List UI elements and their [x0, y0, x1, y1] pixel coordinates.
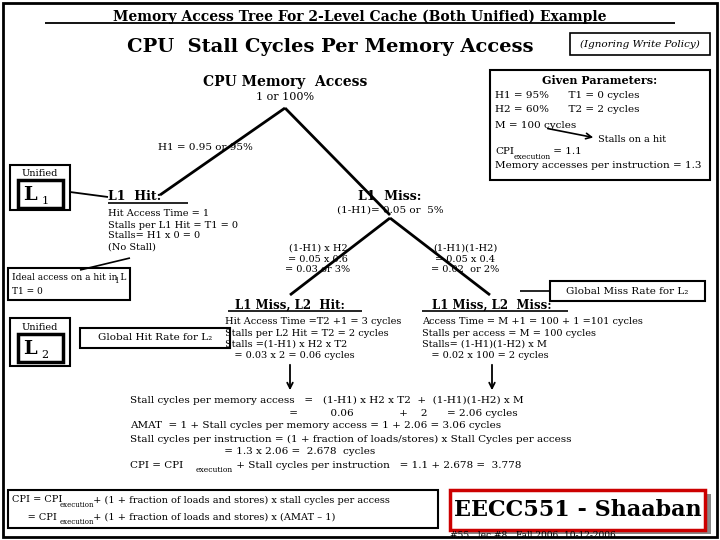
- Text: Access Time = M +1 = 100 + 1 =101 cycles: Access Time = M +1 = 100 + 1 =101 cycles: [422, 318, 643, 327]
- Bar: [570, 33, 710, 55]
- Text: (1-H1) x H2: (1-H1) x H2: [289, 244, 347, 253]
- Text: 1 or 100%: 1 or 100%: [256, 92, 314, 102]
- Text: T1 = 0: T1 = 0: [12, 287, 42, 295]
- Text: L: L: [23, 340, 37, 358]
- Bar: [550, 281, 705, 301]
- Text: (1-H1)(1-H2): (1-H1)(1-H2): [433, 244, 497, 253]
- Text: Unified: Unified: [22, 322, 58, 332]
- Bar: [456, 494, 711, 534]
- Bar: [18, 334, 63, 362]
- Text: Stalls= H1 x 0 = 0: Stalls= H1 x 0 = 0: [108, 232, 200, 240]
- Text: Hit Access Time =T2 +1 = 3 cycles: Hit Access Time =T2 +1 = 3 cycles: [225, 318, 401, 327]
- Bar: [450, 490, 705, 530]
- Text: Hit Access Time = 1: Hit Access Time = 1: [108, 210, 209, 219]
- Text: + Stall cycles per instruction   = 1.1 + 2.678 =  3.778: + Stall cycles per instruction = 1.1 + 2…: [233, 461, 521, 469]
- Bar: [18, 180, 63, 208]
- Text: AMAT  = 1 + Stall cycles per memory access = 1 + 2.06 = 3.06 cycles: AMAT = 1 + Stall cycles per memory acces…: [130, 422, 501, 430]
- Text: execution: execution: [60, 501, 94, 509]
- Text: Stalls per L1 Hit = T1 = 0: Stalls per L1 Hit = T1 = 0: [108, 220, 238, 230]
- Text: H1 = 95%      T1 = 0 cycles: H1 = 95% T1 = 0 cycles: [495, 91, 639, 100]
- Text: L1 Miss, L2  Hit:: L1 Miss, L2 Hit:: [235, 299, 345, 312]
- Text: = 0.05 x 0.4: = 0.05 x 0.4: [435, 254, 495, 264]
- Text: =          0.06              +    2      = 2.06 cycles: = 0.06 + 2 = 2.06 cycles: [130, 408, 518, 417]
- Text: execution: execution: [514, 153, 552, 161]
- Text: H2 = 60%      T2 = 2 cycles: H2 = 60% T2 = 2 cycles: [495, 105, 639, 113]
- Text: CPI = CPI: CPI = CPI: [12, 496, 63, 504]
- Text: Memory Access Tree For 2-Level Cache (Both Unified) Example: Memory Access Tree For 2-Level Cache (Bo…: [113, 10, 607, 24]
- Bar: [490, 70, 710, 180]
- Text: Stalls= (1-H1)(1-H2) x M: Stalls= (1-H1)(1-H2) x M: [422, 340, 547, 348]
- Text: = 0.03 x 2 = 0.06 cycles: = 0.03 x 2 = 0.06 cycles: [225, 350, 355, 360]
- Text: L1 Miss, L2  Miss:: L1 Miss, L2 Miss:: [432, 299, 552, 312]
- Text: Memory accesses per instruction = 1.3: Memory accesses per instruction = 1.3: [495, 161, 701, 171]
- Text: CPU  Stall Cycles Per Memory Access: CPU Stall Cycles Per Memory Access: [127, 38, 534, 56]
- Text: L: L: [23, 186, 37, 204]
- Text: 2: 2: [42, 350, 48, 360]
- Bar: [10, 318, 70, 366]
- Text: CPU Memory  Access: CPU Memory Access: [203, 75, 367, 89]
- Text: = CPI: = CPI: [12, 512, 57, 522]
- Text: = 0.02 x 100 = 2 cycles: = 0.02 x 100 = 2 cycles: [422, 350, 549, 360]
- Text: Stalls per access = M = 100 cycles: Stalls per access = M = 100 cycles: [422, 328, 596, 338]
- Text: = 1.1: = 1.1: [550, 147, 582, 157]
- Text: Global Hit Rate for L₂: Global Hit Rate for L₂: [98, 334, 212, 342]
- Text: = 1.3 x 2.06 =  2.678  cycles: = 1.3 x 2.06 = 2.678 cycles: [130, 448, 375, 456]
- Text: Stall cycles per instruction = (1 + fraction of loads/stores) x Stall Cycles per: Stall cycles per instruction = (1 + frac…: [130, 435, 572, 443]
- Bar: [8, 268, 130, 300]
- Text: 1: 1: [114, 277, 119, 285]
- Bar: [8, 490, 438, 528]
- Text: (Ignoring Write Policy): (Ignoring Write Policy): [580, 39, 700, 49]
- Text: H1 = 0.95 or 95%: H1 = 0.95 or 95%: [158, 144, 253, 152]
- Bar: [80, 328, 230, 348]
- Text: 1: 1: [42, 196, 48, 206]
- Text: (No Stall): (No Stall): [108, 242, 156, 252]
- Text: (1-H1)= 0.05 or  5%: (1-H1)= 0.05 or 5%: [337, 206, 444, 214]
- Text: CPI: CPI: [495, 147, 514, 157]
- Text: execution: execution: [196, 466, 233, 474]
- Text: = 0.05 x 0.6: = 0.05 x 0.6: [288, 254, 348, 264]
- Text: Stalls =(1-H1) x H2 x T2: Stalls =(1-H1) x H2 x T2: [225, 340, 347, 348]
- Bar: [10, 165, 70, 210]
- Text: Given Parameters:: Given Parameters:: [542, 75, 657, 85]
- Text: #55   lec #8   Fall 2006  10-12-2006: #55 lec #8 Fall 2006 10-12-2006: [450, 530, 616, 539]
- Text: L1  Hit:: L1 Hit:: [108, 191, 161, 204]
- Text: Stall cycles per memory access   =   (1-H1) x H2 x T2  +  (1-H1)(1-H2) x M: Stall cycles per memory access = (1-H1) …: [130, 395, 523, 404]
- Text: = 0.03 or 3%: = 0.03 or 3%: [285, 266, 351, 274]
- Text: + (1 + fraction of loads and stores) x stall cycles per access: + (1 + fraction of loads and stores) x s…: [90, 495, 390, 504]
- Text: = 0.02  or 2%: = 0.02 or 2%: [431, 266, 499, 274]
- Text: Unified: Unified: [22, 170, 58, 179]
- Text: Stalls on a hit: Stalls on a hit: [598, 136, 666, 145]
- Text: Ideal access on a hit in L: Ideal access on a hit in L: [12, 273, 127, 282]
- Text: + (1 + fraction of loads and stores) x (AMAT – 1): + (1 + fraction of loads and stores) x (…: [90, 512, 336, 522]
- Text: Stalls per L2 Hit = T2 = 2 cycles: Stalls per L2 Hit = T2 = 2 cycles: [225, 328, 389, 338]
- Text: L1  Miss:: L1 Miss:: [359, 191, 422, 204]
- Text: CPI = CPI: CPI = CPI: [130, 461, 184, 469]
- Text: EECC551 - Shaaban: EECC551 - Shaaban: [454, 499, 701, 521]
- Text: M = 100 cycles: M = 100 cycles: [495, 122, 576, 131]
- Text: execution: execution: [60, 518, 94, 526]
- Text: Global Miss Rate for L₂: Global Miss Rate for L₂: [567, 287, 689, 295]
